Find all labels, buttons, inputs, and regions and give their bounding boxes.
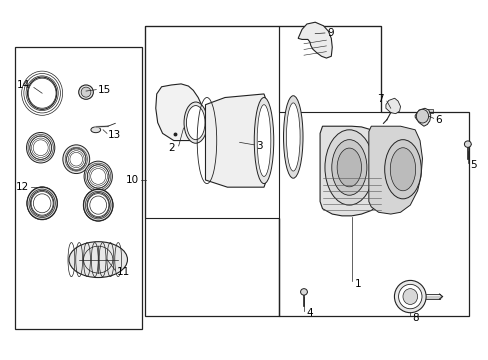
Ellipse shape <box>83 189 113 221</box>
Ellipse shape <box>81 87 91 97</box>
Polygon shape <box>205 94 266 187</box>
Text: 5: 5 <box>469 160 476 170</box>
Polygon shape <box>298 22 331 58</box>
Ellipse shape <box>30 190 54 216</box>
Ellipse shape <box>394 280 425 313</box>
Text: 6: 6 <box>435 115 441 125</box>
Bar <box>144 26 278 218</box>
Ellipse shape <box>300 289 307 295</box>
Polygon shape <box>368 126 422 214</box>
Text: 10: 10 <box>125 175 139 185</box>
Text: 15: 15 <box>98 85 111 95</box>
Text: 12: 12 <box>16 182 29 192</box>
Polygon shape <box>414 108 430 126</box>
Text: 11: 11 <box>117 267 130 277</box>
Bar <box>278 26 380 112</box>
Text: 14: 14 <box>17 80 30 90</box>
Ellipse shape <box>27 187 57 220</box>
Ellipse shape <box>415 109 427 123</box>
Ellipse shape <box>389 148 415 191</box>
Ellipse shape <box>84 161 112 192</box>
Ellipse shape <box>464 141 470 147</box>
Ellipse shape <box>254 98 273 184</box>
Ellipse shape <box>331 140 366 195</box>
Text: 4: 4 <box>305 309 312 318</box>
Ellipse shape <box>87 193 109 218</box>
Ellipse shape <box>286 103 300 171</box>
Ellipse shape <box>26 132 55 163</box>
Ellipse shape <box>69 242 127 278</box>
Text: 1: 1 <box>354 279 361 289</box>
Polygon shape <box>320 126 385 216</box>
Ellipse shape <box>183 102 207 143</box>
Ellipse shape <box>283 96 303 178</box>
Ellipse shape <box>384 140 420 199</box>
Ellipse shape <box>91 127 101 133</box>
Text: 7: 7 <box>377 94 383 104</box>
Bar <box>15 47 142 329</box>
Text: 8: 8 <box>411 313 418 323</box>
Text: 9: 9 <box>326 28 333 38</box>
Text: 2: 2 <box>168 143 175 153</box>
Ellipse shape <box>402 289 417 305</box>
Ellipse shape <box>398 284 421 309</box>
Bar <box>424 109 432 113</box>
Ellipse shape <box>87 165 109 188</box>
Ellipse shape <box>63 145 89 174</box>
Ellipse shape <box>325 130 373 205</box>
Polygon shape <box>385 98 400 114</box>
Polygon shape <box>156 84 204 140</box>
Text: 13: 13 <box>108 130 121 140</box>
Ellipse shape <box>336 148 361 187</box>
Text: 3: 3 <box>256 140 262 150</box>
Ellipse shape <box>257 105 270 176</box>
Ellipse shape <box>30 136 51 159</box>
Ellipse shape <box>79 85 93 99</box>
Ellipse shape <box>186 105 204 140</box>
Ellipse shape <box>66 148 86 170</box>
